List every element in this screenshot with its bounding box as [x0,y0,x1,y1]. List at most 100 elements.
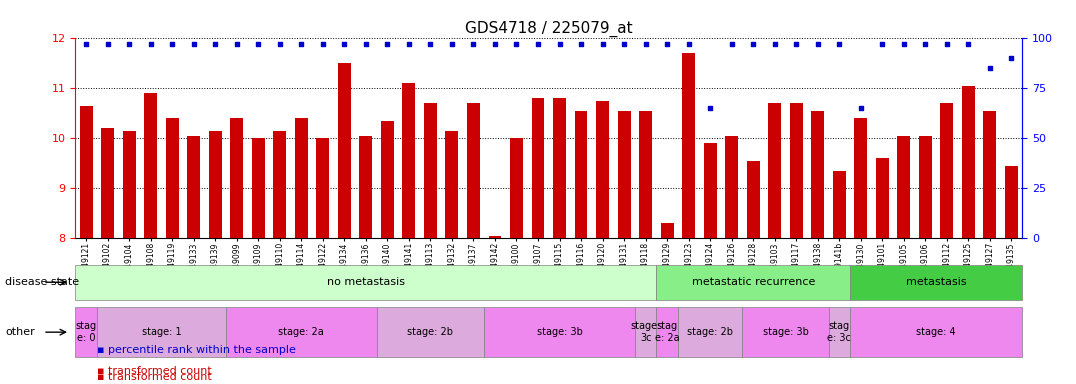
Bar [101,128,114,238]
Point [357,41,374,48]
Point [766,41,783,48]
Point [465,41,482,48]
Bar [359,136,372,238]
Point [185,41,202,48]
Point [293,41,310,48]
Point [336,41,353,48]
Point [917,41,934,48]
Point [400,41,417,48]
Text: stage:
3c: stage: 3c [631,321,661,343]
Text: ▪ percentile rank within the sample: ▪ percentile rank within the sample [97,345,296,355]
Text: other: other [5,327,36,337]
Text: stage: 3b: stage: 3b [537,327,582,337]
Point [142,41,159,48]
Bar [252,138,265,238]
Point [443,41,461,48]
Point [895,41,912,48]
Point [831,41,848,48]
Bar [338,63,351,238]
Point [788,41,805,48]
Point [594,41,611,48]
Bar [897,136,910,238]
Bar [316,138,329,238]
Bar [510,138,523,238]
Point [745,41,762,48]
Point [680,41,697,48]
Bar [854,118,867,238]
Bar [295,118,308,238]
Bar [1005,166,1018,238]
Point [250,41,267,48]
Bar [725,136,738,238]
Bar [876,158,889,238]
Text: no metastasis: no metastasis [327,277,405,287]
Point [938,41,955,48]
Text: ▪ transformed count: ▪ transformed count [97,366,212,376]
Point [314,41,331,48]
Point [422,41,439,48]
Bar [682,53,695,238]
Point [508,41,525,48]
Bar [123,131,136,238]
Point [207,41,224,48]
Bar [833,170,846,238]
Bar [445,131,458,238]
Point [379,41,396,48]
Text: stag
e: 2a: stag e: 2a [655,321,679,343]
Bar [424,103,437,238]
Point [228,41,245,48]
Text: stage: 2a: stage: 2a [279,327,324,337]
Text: ▪ transformed count: ▪ transformed count [97,372,212,382]
Bar [940,103,953,238]
Bar [811,111,824,238]
Bar [144,93,157,238]
Text: stage: 3b: stage: 3b [763,327,808,337]
Point [99,41,116,48]
Point [486,41,504,48]
Point [271,41,288,48]
Bar [467,103,480,238]
Point [809,41,826,48]
Point [702,105,719,111]
Bar [596,101,609,238]
Bar [790,103,803,238]
Text: stage: 1: stage: 1 [142,327,181,337]
Point [723,41,740,48]
Point [77,41,95,48]
Bar [768,103,781,238]
Bar [273,131,286,238]
Text: stage: 4: stage: 4 [917,327,955,337]
Text: stage: 2b: stage: 2b [408,327,453,337]
Bar [532,98,544,238]
Bar [166,118,179,238]
Text: disease state: disease state [5,277,80,287]
Point [981,65,999,71]
Point [960,41,977,48]
Point [572,41,590,48]
Bar [962,86,975,238]
Point [659,41,676,48]
Bar [381,121,394,238]
Bar [747,161,760,238]
Text: metastatic recurrence: metastatic recurrence [692,277,815,287]
Point [615,41,633,48]
Bar [489,235,501,238]
Bar [618,111,631,238]
Bar [661,223,674,238]
Point [121,41,138,48]
Bar [919,136,932,238]
Bar [402,83,415,238]
Point [1003,55,1020,61]
Bar [553,98,566,238]
Bar [230,118,243,238]
Point [551,41,568,48]
Bar [187,136,200,238]
Title: GDS4718 / 225079_at: GDS4718 / 225079_at [465,21,633,37]
Bar [209,131,222,238]
Bar [704,143,717,238]
Text: metastasis: metastasis [906,277,966,287]
Bar [80,106,93,238]
Text: stage: 2b: stage: 2b [688,327,733,337]
Bar [639,111,652,238]
Point [529,41,547,48]
